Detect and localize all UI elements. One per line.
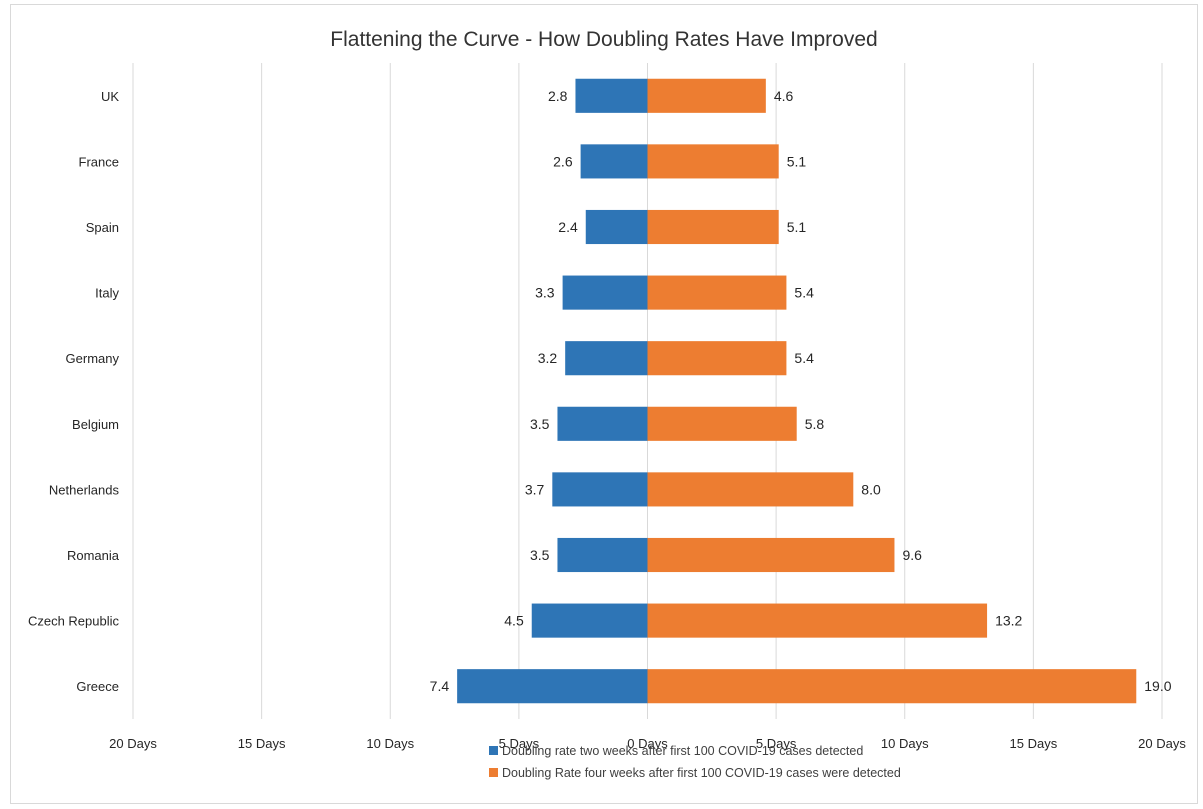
chart-area: Flattening the Curve - How Doubling Rate…: [10, 4, 1198, 804]
bar-four-weeks: [647, 406, 797, 441]
data-label: 5.4: [794, 285, 814, 301]
x-tick-label: 0 Days: [627, 736, 668, 751]
data-label: 5.1: [787, 153, 807, 169]
bar-two-weeks: [552, 472, 648, 507]
chart-title: Flattening the Curve - How Doubling Rate…: [330, 28, 877, 51]
data-label: 3.3: [535, 285, 555, 301]
x-tick-label: 10 Days: [366, 736, 414, 751]
x-tick-label: 5 Days: [756, 736, 797, 751]
bar-two-weeks: [575, 78, 648, 113]
data-labels: 2.8 4.6 2.6 5.1 2.4 5.1 3.3 5.4 3.2 5.4 3.5 5.8 3.7 8…: [430, 88, 1172, 694]
category-label: Greece: [76, 679, 119, 694]
data-label: 2.8: [548, 88, 568, 104]
category-label: Czech Republic: [28, 614, 120, 629]
data-label: 3.2: [538, 350, 558, 366]
x-axis-tick-labels: 20 Days 15 Days 10 Days 5 Days 0 Days 5 Days 1…: [109, 736, 1186, 751]
data-label: 3.5: [530, 547, 550, 563]
data-label: 19.0: [1144, 678, 1171, 694]
data-label: 13.2: [995, 613, 1022, 629]
data-label: 7.4: [430, 678, 450, 694]
bar-four-weeks: [647, 603, 988, 638]
data-label: 2.6: [553, 153, 573, 169]
category-label: Belgium: [72, 417, 119, 432]
bar-four-weeks: [647, 537, 895, 573]
category-label: Spain: [86, 220, 119, 235]
legend-swatch: [489, 768, 498, 777]
data-label: 3.7: [525, 481, 545, 497]
legend-swatch: [489, 746, 498, 755]
x-tick-label: 15 Days: [238, 736, 286, 751]
bar-two-weeks: [557, 537, 648, 573]
bar-two-weeks: [457, 669, 648, 704]
bars: [457, 78, 1137, 704]
data-label: 5.8: [805, 416, 825, 432]
bar-four-weeks: [647, 472, 854, 507]
x-tick-label: 20 Days: [109, 736, 157, 751]
data-label: 5.4: [794, 350, 814, 366]
category-label: Netherlands: [49, 482, 120, 497]
bar-two-weeks: [580, 144, 648, 179]
x-tick-label: 20 Days: [1138, 736, 1186, 751]
bar-four-weeks: [647, 209, 779, 245]
x-tick-label: 5 Days: [499, 736, 540, 751]
data-label: 4.5: [504, 613, 524, 629]
bar-four-weeks: [647, 144, 779, 179]
bar-four-weeks: [647, 669, 1137, 704]
data-label: 8.0: [861, 481, 881, 497]
bar-four-weeks: [647, 275, 787, 310]
bar-two-weeks: [585, 209, 648, 245]
category-label: France: [79, 154, 119, 169]
x-tick-label: 15 Days: [1010, 736, 1058, 751]
bar-four-weeks: [647, 341, 787, 376]
bar-two-weeks: [565, 341, 648, 376]
legend: Doubling rate two weeks after first 100 …: [489, 744, 901, 780]
category-label: Romania: [67, 548, 120, 563]
data-label: 2.4: [558, 219, 578, 235]
bar-two-weeks: [531, 603, 648, 638]
data-label: 3.5: [530, 416, 550, 432]
bar-two-weeks: [562, 275, 648, 310]
data-label: 9.6: [902, 547, 922, 563]
bar-four-weeks: [647, 78, 766, 113]
legend-entry: Doubling rate two weeks after first 100 …: [502, 744, 863, 758]
bar-two-weeks: [557, 406, 648, 441]
data-label: 5.1: [787, 219, 807, 235]
category-label: Germany: [66, 351, 120, 366]
x-tick-label: 10 Days: [881, 736, 929, 751]
data-label: 4.6: [774, 88, 794, 104]
bar-chart: Flattening the Curve - How Doubling Rate…: [28, 28, 1186, 780]
category-label: UK: [101, 89, 119, 104]
legend-entry: Doubling Rate four weeks after first 100…: [502, 766, 901, 780]
category-label: Italy: [95, 286, 119, 301]
category-labels: UK France Spain Italy Germany Belgium Netherla…: [28, 89, 120, 694]
